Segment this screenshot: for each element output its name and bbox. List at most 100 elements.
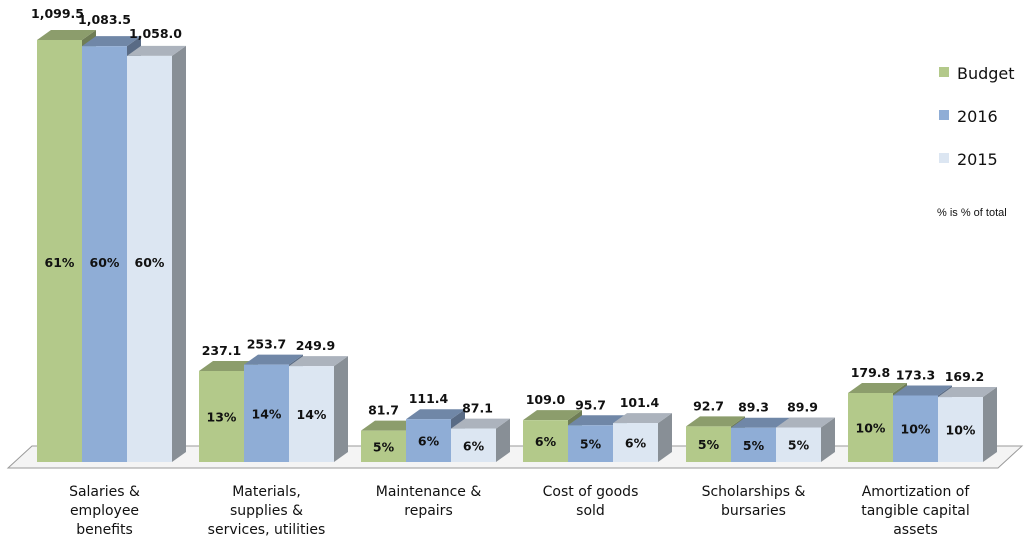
value-label-2015-4: 89.9 [787,399,818,414]
pct-label-2015-2: 6% [463,438,485,453]
bar-side-2015-1 [334,356,348,462]
bar-top-2015-4 [776,417,835,428]
value-label-2016-5: 173.3 [896,367,936,382]
bar-top-budget-3 [523,410,582,421]
pct-label-2015-1: 14% [297,407,327,422]
pct-label-budget-1: 13% [207,409,237,424]
bar-2016-5 [893,395,938,462]
category-label-1-2: services, utilities [208,522,326,538]
category-label-4-0: Scholarships & [702,484,806,500]
value-label-2016-4: 89.3 [738,400,769,415]
category-label-1-0: Materials, [232,484,301,500]
bar-budget-0 [37,40,82,462]
value-label-2016-3: 95.7 [575,397,606,412]
category-label-1-1: supplies & [230,503,303,519]
pct-label-budget-5: 10% [856,420,886,435]
legend-swatch-2015 [939,153,949,163]
pct-label-2016-2: 6% [418,434,440,449]
bar-top-2016-0 [82,36,141,47]
pct-label-2016-0: 60% [90,255,120,270]
category-label-5-2: assets [893,522,938,538]
bar-top-budget-5 [848,382,907,393]
pct-label-2016-1: 14% [252,406,282,421]
bar-side-2015-0 [172,45,186,462]
pct-label-2015-5: 10% [946,423,976,438]
bar-2015-3 [613,423,658,462]
value-label-2015-1: 249.9 [296,338,336,353]
bar-2016-1 [244,364,289,462]
bar-2015-5 [938,397,983,462]
pct-label-budget-4: 5% [698,437,720,452]
bar-2016-2 [406,419,451,462]
bar-top-2016-3 [568,415,627,426]
value-label-2016-1: 253.7 [247,337,287,352]
pct-label-2016-5: 10% [901,422,931,437]
bar-top-2015-2 [451,418,510,429]
legend-swatch-budget [939,67,949,77]
category-label-0-0: Salaries & [69,484,140,500]
value-label-2015-0: 1,058.0 [129,26,182,41]
bar-2015-0 [127,55,172,462]
pct-label-2016-3: 5% [580,437,602,452]
percent-note: % is % of total [937,207,1007,219]
bar-top-2016-1 [244,354,303,365]
bar-2016-4 [731,427,776,462]
legend-label-2016: 2016 [957,107,998,126]
bar-2015-1 [289,366,334,462]
bar-top-budget-2 [361,420,420,431]
category-label-3-0: Cost of goods [543,484,639,500]
category-label-4-1: bursaries [721,503,786,519]
bar-top-budget-1 [199,360,258,371]
bar-side-2015-2 [496,418,510,462]
pct-label-budget-3: 6% [535,434,557,449]
bar-side-2015-3 [658,413,672,462]
bar-budget-4 [686,426,731,462]
bar-top-2015-0 [127,45,186,56]
category-label-2-0: Maintenance & [376,484,482,500]
bar-side-2015-5 [983,387,997,462]
bar-budget-2 [361,430,406,462]
bar-budget-1 [199,370,244,462]
value-label-budget-4: 92.7 [693,398,724,413]
pct-label-2015-0: 60% [135,255,165,270]
pct-label-budget-2: 5% [373,439,395,454]
value-label-budget-5: 179.8 [851,365,891,380]
bar-top-2016-5 [893,385,952,396]
value-label-budget-2: 81.7 [368,403,399,418]
bar-top-2016-2 [406,409,465,420]
bar-2016-0 [82,46,127,463]
bar-top-budget-0 [37,30,96,40]
value-label-2016-0: 1,083.5 [78,12,131,27]
value-label-budget-1: 237.1 [202,343,242,358]
value-label-2015-5: 169.2 [945,369,985,384]
pct-label-budget-0: 61% [45,255,75,270]
bar-budget-3 [523,420,568,462]
category-label-5-1: tangible capital [861,503,970,519]
bar-side-2015-4 [821,417,835,462]
value-label-budget-0: 1,099.5 [31,6,84,21]
bar-2015-4 [776,427,821,462]
category-label-2-1: repairs [404,503,452,519]
legend-swatch-2016 [939,110,949,120]
category-label-0-1: employee [70,503,139,519]
bar-2016-3 [568,425,613,462]
pct-label-2015-4: 5% [788,438,810,453]
pct-label-2016-4: 5% [743,438,765,453]
legend-label-budget: Budget [957,64,1015,83]
value-label-2016-2: 111.4 [409,391,449,406]
value-label-budget-3: 109.0 [526,392,566,407]
pct-label-2015-3: 6% [625,436,647,451]
bar-top-2015-3 [613,413,672,424]
bar-2015-2 [451,428,496,462]
bar-top-2015-5 [938,387,997,398]
category-label-5-0: Amortization of [862,484,971,500]
bar-budget-5 [848,392,893,462]
legend-label-2015: 2015 [957,150,998,169]
bar-top-budget-4 [686,416,745,427]
bar-top-2015-1 [289,356,348,367]
value-label-2015-3: 101.4 [620,395,660,410]
category-label-3-1: sold [576,503,605,519]
value-label-2015-2: 87.1 [462,401,493,416]
bar-top-2016-4 [731,417,790,428]
